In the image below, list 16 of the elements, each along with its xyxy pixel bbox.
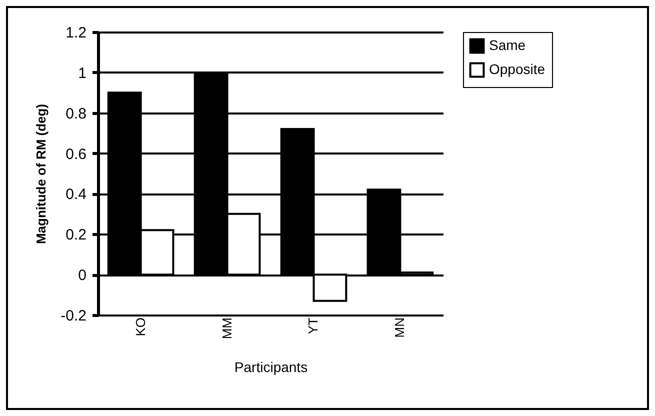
y-tick-label: 0.2 [66, 226, 86, 244]
x-tick-label: MN [392, 318, 408, 338]
legend-label: Opposite [489, 61, 546, 77]
x-tick-label: MM [219, 318, 234, 340]
x-axis-title: Participants [234, 359, 308, 376]
y-tick-label: 0 [78, 267, 86, 284]
y-tick-label: 0.6 [66, 146, 86, 163]
legend-label: Same [489, 37, 526, 53]
y-tick-label: 1 [78, 64, 86, 82]
x-tick-label: YT [306, 317, 321, 334]
y-tick-label: 1.2 [66, 24, 86, 42]
y-tick-label: -0.2 [60, 308, 86, 324]
y-tick-label: 0.8 [66, 105, 86, 122]
y-axis-title: Magnitude of RM (deg) [34, 104, 49, 244]
x-tick-label: KO [132, 318, 148, 336]
y-tick-label: 0.4 [66, 186, 86, 204]
